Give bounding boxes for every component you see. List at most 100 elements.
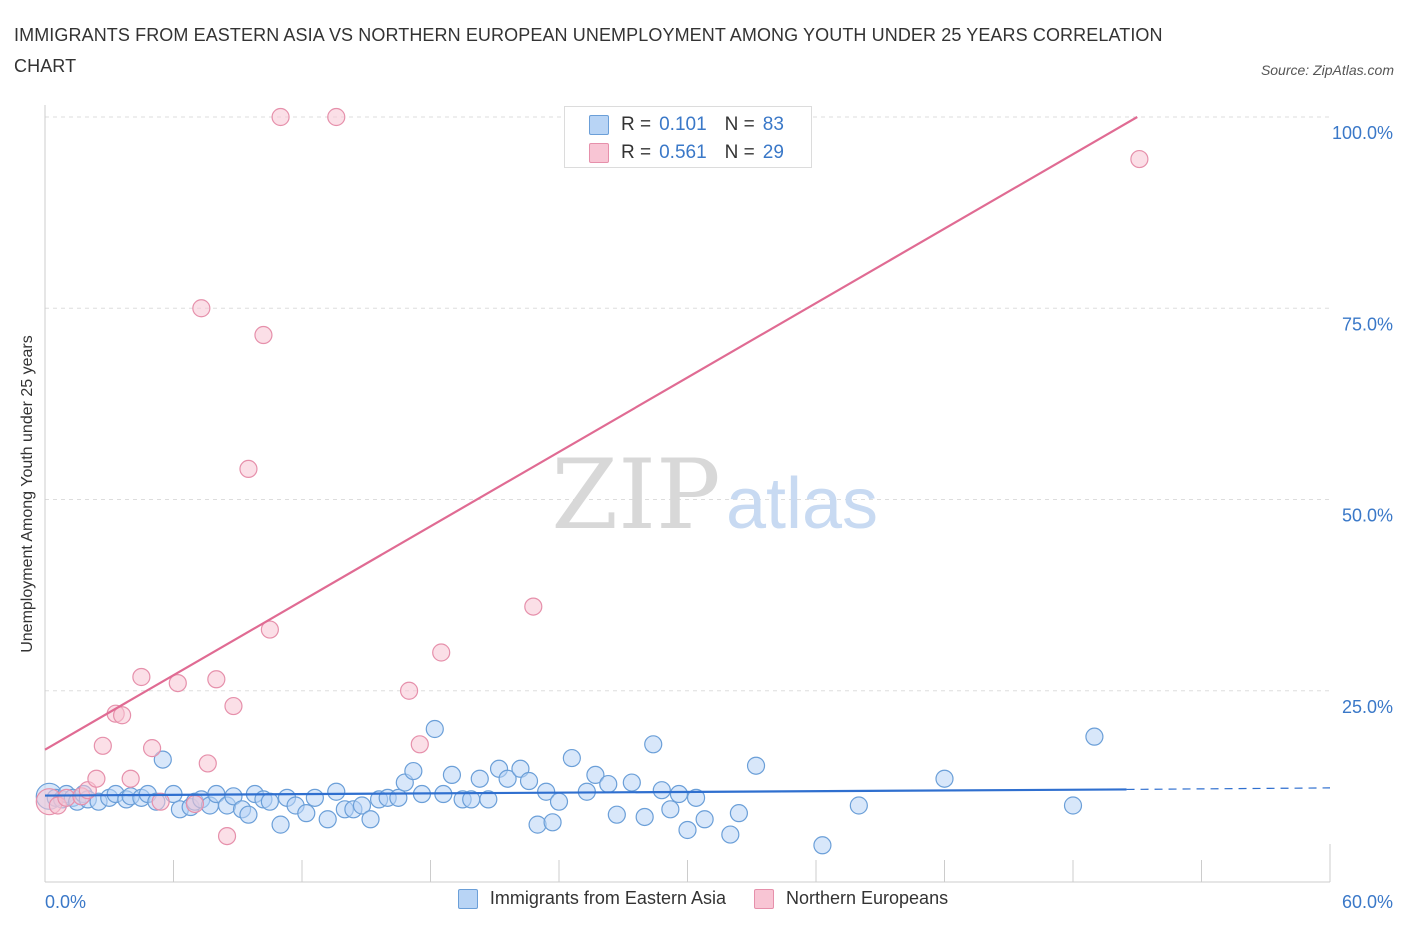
series-legend: Immigrants from Eastern Asia Northern Eu…	[0, 888, 1406, 909]
point-eastern-asia	[1063, 796, 1083, 815]
trend-line-extension	[1126, 787, 1331, 791]
point-eastern-asia	[622, 773, 641, 792]
point-eastern-asia	[652, 781, 671, 800]
point-northern-europeans	[207, 670, 226, 689]
point-northern-europeans	[132, 667, 151, 687]
y-tick-label: 25.0%	[1342, 697, 1393, 717]
point-eastern-asia	[305, 788, 324, 807]
point-northern-europeans	[432, 643, 451, 662]
point-northern-europeans	[112, 706, 132, 725]
point-eastern-asia	[271, 815, 290, 834]
point-eastern-asia	[695, 810, 714, 829]
legend-n-label: N =	[724, 114, 755, 135]
point-eastern-asia	[297, 804, 316, 823]
trend-line-northern-europeans	[44, 116, 1138, 751]
point-northern-europeans	[121, 769, 140, 788]
point-northern-europeans	[198, 754, 217, 773]
legend-r-value: 0.561	[659, 142, 707, 163]
axes	[44, 105, 1331, 883]
point-northern-europeans	[142, 739, 162, 758]
point-eastern-asia	[543, 813, 562, 832]
point-eastern-asia	[562, 748, 581, 768]
point-northern-europeans	[151, 792, 170, 811]
point-eastern-asia	[729, 804, 749, 823]
point-eastern-asia	[224, 787, 243, 806]
grid-lines	[45, 116, 1330, 692]
legend-swatch-blue	[589, 115, 609, 135]
trend-lines	[44, 116, 1331, 797]
y-tick-label: 100.0%	[1332, 123, 1393, 143]
y-tick-label: 75.0%	[1342, 314, 1393, 334]
point-eastern-asia	[442, 765, 462, 785]
point-eastern-asia	[935, 769, 954, 788]
point-eastern-asia	[239, 805, 258, 824]
legend-n-label: N =	[724, 142, 755, 163]
point-northern-europeans	[87, 769, 106, 788]
point-eastern-asia	[352, 796, 372, 815]
point-northern-europeans	[271, 107, 290, 127]
legend-label: Northern Europeans	[785, 888, 949, 908]
point-northern-europeans	[260, 620, 279, 639]
point-eastern-asia	[586, 765, 605, 785]
chart-title: IMMIGRANTS FROM EASTERN ASIA VS NORTHERN…	[14, 25, 1163, 76]
y-tick-label: 50.0%	[1342, 506, 1393, 526]
point-eastern-asia	[669, 784, 689, 804]
point-eastern-asia	[153, 750, 172, 769]
point-eastern-asia	[746, 756, 766, 775]
point-northern-europeans	[524, 597, 543, 616]
point-northern-europeans	[224, 696, 243, 716]
point-eastern-asia	[644, 735, 663, 754]
point-eastern-asia	[686, 788, 706, 807]
point-eastern-asia	[425, 719, 444, 739]
data-points	[35, 107, 1149, 855]
point-eastern-asia	[599, 774, 618, 794]
point-eastern-asia	[721, 825, 740, 844]
x-tick-label-max: 60.0%	[1342, 892, 1393, 912]
point-eastern-asia	[260, 792, 279, 811]
point-northern-europeans	[192, 299, 211, 318]
point-eastern-asia	[361, 810, 380, 829]
point-eastern-asia	[318, 810, 337, 829]
point-eastern-asia	[1085, 727, 1104, 746]
point-eastern-asia	[678, 820, 697, 840]
legend-r-label: R =	[621, 114, 652, 135]
point-northern-europeans	[57, 788, 76, 807]
legend-row-northern-europeans: R = 0.561 N = 29	[589, 141, 784, 165]
point-eastern-asia	[404, 761, 423, 781]
point-eastern-asia	[813, 836, 832, 855]
legend-n-value: 83	[762, 114, 784, 135]
legend-label: Immigrants from Eastern Asia	[489, 888, 726, 908]
legend-swatch-pink	[753, 888, 774, 909]
x-tick-label-min: 0.0%	[45, 892, 86, 912]
legend-swatch-pink	[589, 143, 609, 163]
point-northern-europeans	[327, 107, 346, 127]
point-eastern-asia	[549, 792, 569, 811]
point-eastern-asia	[389, 788, 408, 807]
stats-legend: R = 0.101 N = 83 R = 0.561 N = 29	[564, 106, 812, 168]
point-northern-europeans	[217, 826, 237, 846]
legend-row-eastern-asia: R = 0.101 N = 83	[589, 113, 784, 137]
legend-item-eastern-asia: Immigrants from Eastern Asia	[457, 888, 726, 909]
legend-r-value: 0.101	[659, 114, 707, 135]
point-eastern-asia	[519, 771, 539, 791]
point-eastern-asia	[479, 790, 498, 809]
point-northern-europeans	[410, 735, 429, 754]
watermark-atlas: atlas	[726, 464, 878, 544]
point-eastern-asia	[607, 805, 626, 824]
point-northern-europeans	[168, 673, 187, 693]
point-eastern-asia	[661, 800, 680, 819]
point-eastern-asia	[635, 807, 654, 827]
point-northern-europeans	[399, 681, 419, 700]
point-northern-europeans	[185, 794, 205, 814]
watermark-zip: ZIP	[551, 439, 720, 551]
trend-line-eastern-asia	[44, 788, 1127, 797]
point-eastern-asia	[327, 782, 346, 801]
point-northern-europeans	[93, 736, 112, 755]
legend-r-label: R =	[621, 142, 652, 163]
point-northern-europeans	[254, 325, 273, 345]
legend-swatch-blue	[457, 888, 478, 909]
point-eastern-asia	[498, 769, 517, 788]
point-eastern-asia	[528, 815, 547, 834]
legend-n-value: 29	[762, 142, 784, 163]
